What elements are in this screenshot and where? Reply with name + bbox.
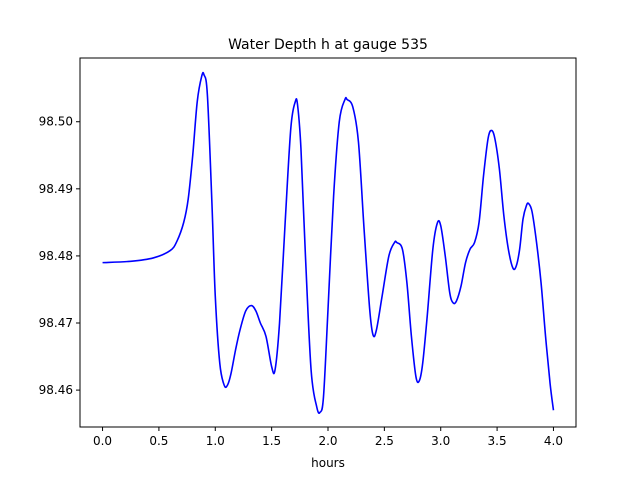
- y-tick-label: 98.47: [39, 316, 73, 330]
- x-tick-label: 1.5: [262, 434, 281, 448]
- x-tick-label: 2.0: [318, 434, 337, 448]
- axes-frame: [79, 57, 577, 428]
- x-tick-label: 1.0: [206, 434, 225, 448]
- series-line: [102, 71, 555, 414]
- x-tick-label: 2.5: [375, 434, 394, 448]
- y-tick-label: 98.49: [39, 182, 73, 196]
- x-tick-label: 3.0: [431, 434, 450, 448]
- x-axis-ticks: 0.0 0.5 1.0 1.5 2.0 2.5 3.0 3.5 4.0: [93, 427, 563, 448]
- y-tick-label: 98.46: [39, 383, 73, 397]
- x-axis-label: hours: [311, 456, 345, 470]
- y-tick-label: 98.50: [39, 115, 73, 129]
- plot-area: [102, 71, 555, 414]
- x-tick-label: 0.5: [149, 434, 168, 448]
- y-tick-label: 98.48: [39, 249, 73, 263]
- x-tick-label: 0.0: [93, 434, 112, 448]
- x-tick-label: 3.5: [488, 434, 507, 448]
- y-axis-ticks: 98.46 98.47 98.48 98.49 98.50: [39, 115, 80, 397]
- x-tick-label: 4.0: [544, 434, 563, 448]
- chart-title: Water Depth h at gauge 535: [228, 37, 428, 53]
